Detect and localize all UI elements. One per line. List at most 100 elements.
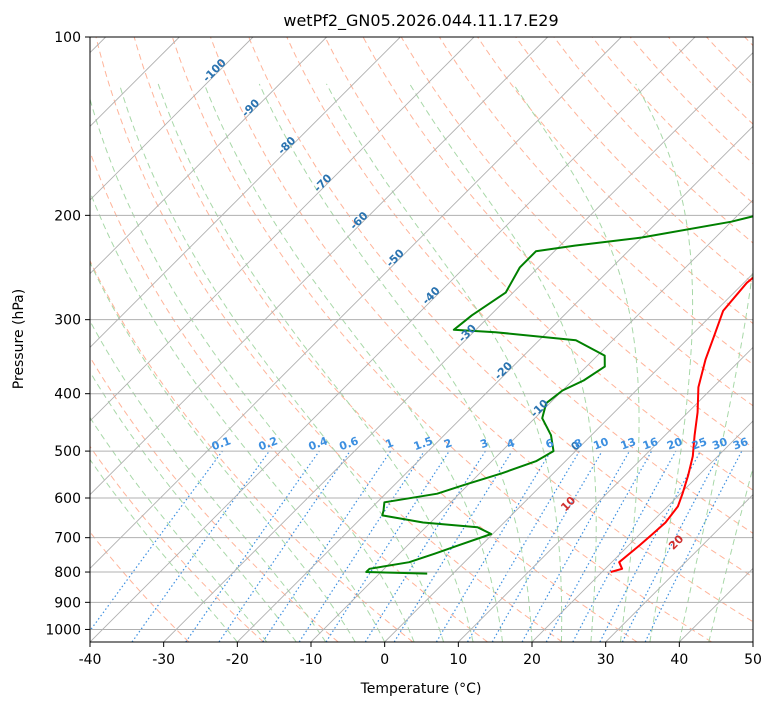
y-tick-label: 300	[54, 313, 81, 329]
mixing-ratio-label: 2	[442, 436, 454, 451]
mixing-ratio-line	[521, 450, 631, 642]
moist-adiabat	[90, 370, 297, 642]
x-tick-label: -10	[300, 652, 323, 668]
x-tick-label: -20	[226, 652, 249, 668]
mixing-ratio-line	[131, 450, 270, 642]
isotherm	[531, 420, 753, 642]
mixing-ratio-label: 6	[544, 436, 556, 451]
x-tick-label: 20	[523, 652, 541, 668]
dry-adiabat	[515, 37, 753, 284]
mixing-ratio-line	[393, 450, 513, 642]
y-tick-label: 900	[54, 595, 81, 611]
y-tick-label: 600	[54, 491, 81, 507]
dry-adiabat	[90, 259, 414, 642]
y-tick-label: 1000	[45, 622, 81, 638]
moist-adiabat	[678, 83, 753, 642]
mixing-ratio-label: 3	[478, 436, 490, 451]
mixing-ratio-label: 16	[641, 435, 660, 453]
moist-adiabat	[118, 83, 445, 642]
y-axis-label: Pressure (hPa)	[11, 289, 27, 389]
dewpoint-line	[365, 215, 753, 575]
mixing-ratio-label: 1.5	[412, 434, 435, 453]
mixing-ratio-label: 0.6	[338, 434, 361, 453]
data-layer	[365, 215, 753, 575]
temperature-line	[610, 276, 753, 573]
dry-adiabat	[591, 37, 753, 204]
mixing-ratio-label: 30	[710, 435, 729, 453]
isotherm	[90, 37, 696, 642]
dry-adiabat	[629, 37, 753, 165]
mixing-ratio-line	[572, 450, 677, 642]
y-tick-label: 100	[54, 30, 81, 46]
isotherm	[90, 37, 401, 348]
mixing-ratio-line	[298, 450, 425, 642]
mixing-ratio-line	[90, 450, 223, 632]
moist-adiabat	[90, 320, 327, 642]
dry-adiabat	[477, 37, 753, 325]
mixing-ratio-label: 4	[505, 436, 517, 451]
y-axis: 100 200 300 400 500 600 700 800 900 1000	[45, 30, 90, 638]
mixing-ratio-label: 36	[731, 435, 750, 453]
moist-adiabat	[90, 458, 238, 642]
mixing-ratio-line	[218, 450, 351, 642]
mixing-ratio-label: 25	[690, 435, 709, 452]
isotherm	[90, 37, 548, 496]
dry-adiabat	[171, 37, 712, 642]
mixing-ratio-label: 0.2	[257, 434, 280, 453]
x-tick-label: -40	[79, 652, 102, 668]
x-tick-label: 40	[670, 652, 688, 668]
x-tick-label: 10	[449, 652, 467, 668]
x-axis: -40 -30 -20 -10 0 10 20 30 40 50	[79, 642, 762, 668]
moist-adiabat	[326, 83, 563, 642]
isotherm	[163, 52, 753, 642]
y-tick-label: 800	[54, 565, 81, 581]
x-tick-label: -30	[152, 652, 175, 668]
isotherm	[237, 125, 753, 642]
dry-adiabat	[248, 37, 753, 578]
mixing-ratio-label: 8	[572, 436, 584, 451]
mixing-ratio-line	[545, 450, 653, 642]
moist-adiabat	[90, 97, 415, 642]
x-tick-label: 50	[744, 652, 762, 668]
isotherm	[310, 199, 753, 642]
isotherm	[458, 346, 753, 642]
mixing-ratio-line	[325, 450, 450, 642]
moist-adiabat	[708, 465, 753, 642]
moist-adiabat	[409, 83, 597, 642]
mixing-ratio-label: 13	[619, 435, 638, 452]
x-tick-label: 30	[597, 652, 615, 668]
moist-adiabat	[635, 83, 694, 642]
chart-title: wetPf2_GN05.2026.044.11.17.E29	[283, 11, 558, 31]
isotherm	[90, 37, 475, 422]
dry-adiabat	[400, 37, 753, 407]
moist-adiabat	[157, 83, 474, 642]
mixing-ratio-label: 0.1	[210, 434, 233, 453]
plot-frame	[89, 36, 754, 643]
moist-adiabat	[90, 261, 356, 642]
mixing-ratio-line	[644, 450, 743, 642]
isotherm	[605, 494, 753, 642]
mixing-ratio-label: 20	[665, 435, 684, 453]
moist-adiabat	[258, 83, 533, 642]
isotherm	[90, 37, 622, 569]
y-tick-label: 200	[54, 208, 81, 224]
mixing-ratio-line	[262, 450, 392, 642]
y-tick-label: 400	[54, 387, 81, 403]
moist-adiabat	[512, 83, 640, 642]
y-tick-label: 700	[54, 531, 81, 547]
isotherm	[90, 37, 327, 275]
mixing-ratio-line	[185, 450, 320, 642]
dry-adiabat	[95, 37, 563, 642]
isotherm	[384, 273, 753, 642]
x-tick-label: 0	[380, 652, 389, 668]
dry-adiabat	[90, 445, 264, 642]
moist-adiabat	[203, 83, 503, 642]
mixing-ratio-label: 10	[592, 435, 611, 453]
grid-layer	[90, 37, 753, 642]
mixing-ratio-label: 0.4	[307, 434, 330, 453]
x-axis-label: Temperature (°C)	[360, 681, 482, 697]
dry-adiabat	[133, 37, 638, 642]
dry-adiabat	[210, 37, 753, 623]
